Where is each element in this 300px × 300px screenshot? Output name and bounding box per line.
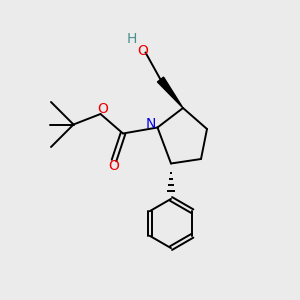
Text: H: H bbox=[127, 32, 137, 46]
Text: O: O bbox=[109, 159, 119, 173]
Text: N: N bbox=[146, 117, 156, 131]
Text: O: O bbox=[137, 44, 148, 58]
Polygon shape bbox=[158, 77, 183, 108]
Text: O: O bbox=[97, 102, 108, 116]
